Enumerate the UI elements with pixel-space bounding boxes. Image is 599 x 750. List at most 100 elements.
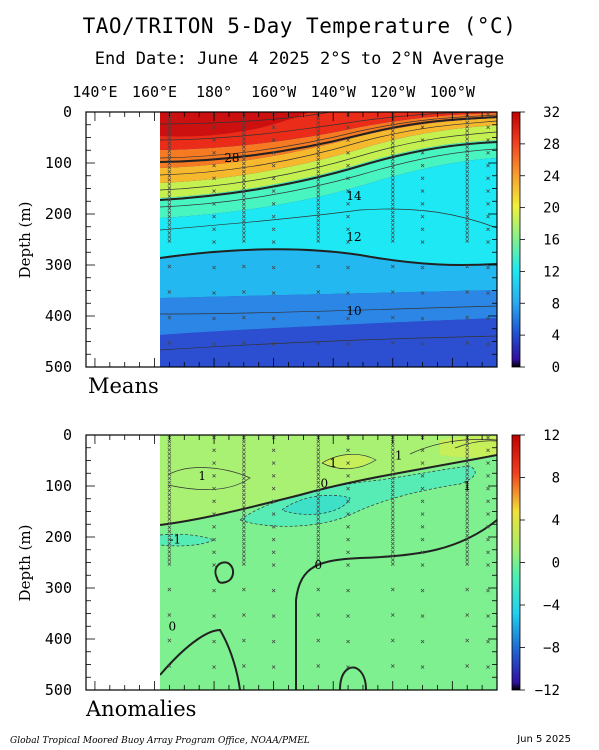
buoy-marker bbox=[167, 177, 172, 182]
means-panel-label: Means bbox=[88, 374, 159, 398]
buoy-marker bbox=[316, 554, 321, 558]
buoy-marker bbox=[486, 499, 490, 504]
buoy-marker bbox=[465, 447, 470, 452]
buoy-marker bbox=[316, 509, 321, 513]
buoy-marker bbox=[167, 452, 172, 456]
buoy-marker bbox=[465, 129, 470, 133]
buoy-marker bbox=[390, 541, 395, 546]
buoy-marker bbox=[486, 201, 490, 206]
buoy-marker bbox=[346, 214, 350, 219]
buoy-marker bbox=[167, 513, 172, 517]
buoy-marker bbox=[390, 341, 395, 345]
buoy-marker bbox=[167, 554, 172, 558]
buoy-marker bbox=[390, 149, 395, 154]
buoy-marker bbox=[167, 525, 172, 530]
buoy-marker bbox=[316, 182, 321, 186]
buoy-marker bbox=[390, 509, 395, 513]
means-band-16 bbox=[160, 140, 497, 218]
buoy-marker bbox=[167, 120, 172, 125]
buoy-marker bbox=[390, 496, 395, 501]
buoy-marker bbox=[390, 210, 395, 215]
buoy-marker bbox=[316, 120, 321, 125]
buoy-marker bbox=[346, 499, 350, 504]
means-band-8 bbox=[160, 318, 497, 367]
buoy-marker bbox=[167, 235, 172, 239]
buoy-marker bbox=[465, 533, 470, 538]
buoy-marker bbox=[167, 157, 172, 162]
buoy-marker bbox=[212, 537, 216, 542]
buoy-marker bbox=[167, 153, 172, 158]
buoy-marker bbox=[271, 189, 276, 193]
buoy-marker bbox=[167, 124, 172, 129]
buoy-marker bbox=[465, 145, 470, 150]
y-tick-label: 500 bbox=[45, 358, 72, 376]
buoy-marker bbox=[167, 476, 172, 481]
buoy-marker bbox=[212, 138, 216, 142]
buoy-marker bbox=[465, 558, 470, 562]
buoy-marker bbox=[390, 235, 395, 239]
buoy-marker bbox=[486, 639, 490, 644]
buoy-marker bbox=[242, 541, 246, 546]
buoy-marker bbox=[465, 541, 470, 546]
buoy-marker bbox=[316, 202, 321, 207]
buoy-marker bbox=[420, 227, 425, 232]
buoy-marker bbox=[465, 133, 470, 137]
buoy-marker bbox=[390, 447, 395, 452]
buoy-marker bbox=[271, 138, 276, 142]
buoy-marker bbox=[316, 315, 321, 320]
buoy-marker bbox=[465, 137, 470, 141]
buoy-marker bbox=[346, 448, 350, 453]
buoy-marker bbox=[242, 214, 246, 219]
buoy-marker bbox=[346, 201, 350, 206]
buoy-marker bbox=[316, 222, 321, 227]
buoy-marker bbox=[167, 638, 172, 643]
buoy-marker bbox=[212, 189, 216, 193]
buoy-marker bbox=[390, 173, 395, 178]
buoy-marker bbox=[346, 227, 350, 232]
buoy-marker bbox=[316, 496, 321, 501]
buoy-marker bbox=[486, 537, 490, 542]
anomalies-panel bbox=[85, 434, 498, 691]
buoy-marker bbox=[167, 613, 172, 617]
buoy-marker bbox=[390, 638, 395, 643]
buoy-marker bbox=[465, 235, 470, 239]
buoy-marker bbox=[316, 210, 321, 215]
buoy-marker bbox=[242, 264, 246, 269]
buoy-marker bbox=[390, 186, 395, 190]
buoy-marker bbox=[167, 202, 172, 207]
buoy-marker bbox=[486, 163, 490, 168]
buoy-marker bbox=[390, 492, 395, 497]
buoy-marker bbox=[390, 587, 395, 592]
buoy-marker bbox=[316, 149, 321, 154]
buoy-marker bbox=[316, 447, 321, 452]
buoy-marker bbox=[167, 562, 172, 566]
anomalies-field bbox=[160, 435, 497, 690]
buoy-marker bbox=[242, 149, 246, 154]
contour-label: 28 bbox=[224, 151, 239, 165]
buoy-marker bbox=[316, 533, 321, 538]
buoy-marker bbox=[316, 206, 321, 211]
contour-label: 12 bbox=[346, 230, 361, 244]
buoy-marker bbox=[465, 120, 470, 125]
buoy-marker bbox=[242, 218, 246, 223]
buoy-marker bbox=[390, 198, 395, 203]
buoy-marker bbox=[420, 448, 425, 453]
buoy-marker bbox=[420, 125, 425, 130]
buoy-marker bbox=[242, 480, 246, 485]
buoy-marker bbox=[242, 198, 246, 203]
buoy-marker bbox=[390, 529, 395, 534]
buoy-marker bbox=[316, 587, 321, 592]
buoy-marker bbox=[167, 264, 172, 269]
buoy-marker bbox=[390, 137, 395, 141]
buoy-marker bbox=[316, 129, 321, 133]
buoy-marker bbox=[390, 231, 395, 235]
buoy-marker bbox=[212, 265, 216, 270]
buoy-marker bbox=[390, 161, 395, 166]
means-bold-contours bbox=[160, 116, 497, 266]
buoy-marker bbox=[167, 496, 172, 501]
buoy-marker bbox=[167, 529, 172, 534]
buoy-marker bbox=[271, 614, 276, 618]
buoy-marker bbox=[346, 240, 350, 244]
means-band-26 bbox=[160, 113, 497, 168]
buoy-marker bbox=[242, 177, 246, 182]
